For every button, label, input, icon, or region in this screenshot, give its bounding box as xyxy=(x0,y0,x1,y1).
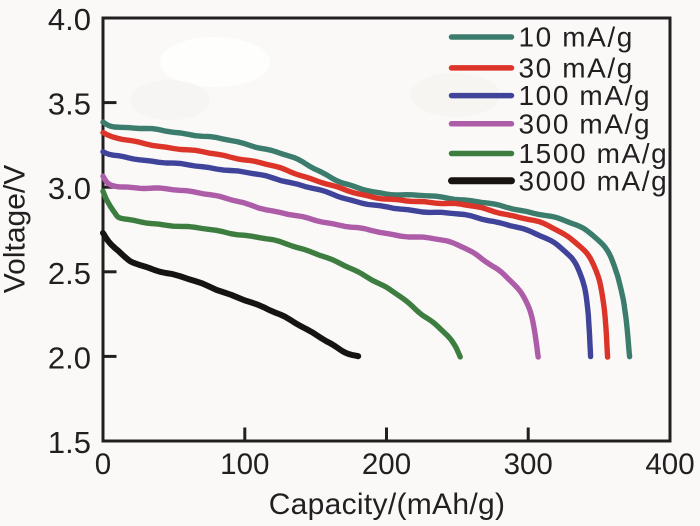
svg-text:3.5: 3.5 xyxy=(48,87,91,122)
svg-text:3000 mA/g: 3000 mA/g xyxy=(519,165,669,196)
svg-text:100 mA/g: 100 mA/g xyxy=(519,80,652,111)
svg-text:300 mA/g: 300 mA/g xyxy=(519,108,652,139)
svg-text:100: 100 xyxy=(220,448,269,481)
svg-text:200: 200 xyxy=(362,448,411,481)
svg-text:300: 300 xyxy=(504,448,553,481)
svg-text:Voltage/V: Voltage/V xyxy=(0,165,32,293)
svg-text:2.0: 2.0 xyxy=(48,340,91,375)
svg-text:10 mA/g: 10 mA/g xyxy=(519,22,634,53)
svg-text:2.5: 2.5 xyxy=(48,256,91,291)
svg-text:30 mA/g: 30 mA/g xyxy=(519,52,634,83)
svg-text:1.5: 1.5 xyxy=(48,425,91,460)
svg-text:Capacity/(mAh/g): Capacity/(mAh/g) xyxy=(269,488,506,521)
svg-text:1500 mA/g: 1500 mA/g xyxy=(519,138,669,169)
svg-text:3.0: 3.0 xyxy=(48,171,91,206)
svg-text:0: 0 xyxy=(95,448,111,481)
svg-text:4.0: 4.0 xyxy=(48,2,91,37)
svg-text:400: 400 xyxy=(645,448,694,481)
